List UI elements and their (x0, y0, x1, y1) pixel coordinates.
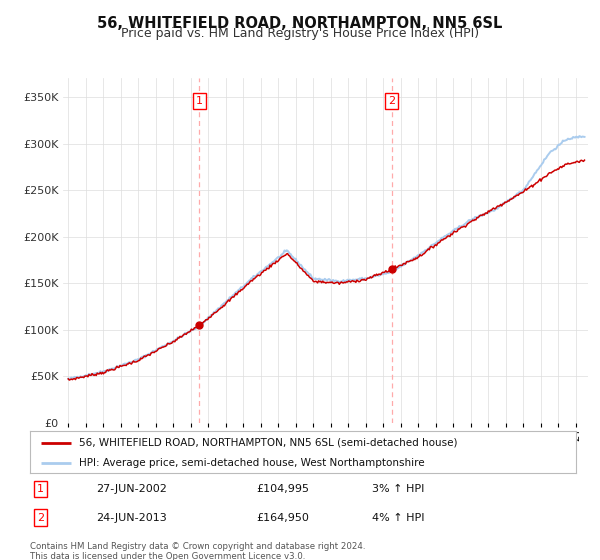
Text: HPI: Average price, semi-detached house, West Northamptonshire: HPI: Average price, semi-detached house,… (79, 458, 425, 468)
Text: 1: 1 (196, 96, 203, 106)
Text: £104,995: £104,995 (256, 484, 309, 494)
Text: 56, WHITEFIELD ROAD, NORTHAMPTON, NN5 6SL (semi-detached house): 56, WHITEFIELD ROAD, NORTHAMPTON, NN5 6S… (79, 438, 458, 448)
Text: 1: 1 (37, 484, 44, 494)
Text: 3% ↑ HPI: 3% ↑ HPI (372, 484, 424, 494)
Text: 4% ↑ HPI: 4% ↑ HPI (372, 512, 424, 522)
Text: £164,950: £164,950 (256, 512, 309, 522)
Text: 2: 2 (388, 96, 395, 106)
Text: Price paid vs. HM Land Registry's House Price Index (HPI): Price paid vs. HM Land Registry's House … (121, 27, 479, 40)
Text: 2: 2 (37, 512, 44, 522)
Text: 24-JUN-2013: 24-JUN-2013 (96, 512, 167, 522)
Text: Contains HM Land Registry data © Crown copyright and database right 2024.
This d: Contains HM Land Registry data © Crown c… (30, 542, 365, 560)
Text: 27-JUN-2002: 27-JUN-2002 (96, 484, 167, 494)
Text: 56, WHITEFIELD ROAD, NORTHAMPTON, NN5 6SL: 56, WHITEFIELD ROAD, NORTHAMPTON, NN5 6S… (97, 16, 503, 31)
